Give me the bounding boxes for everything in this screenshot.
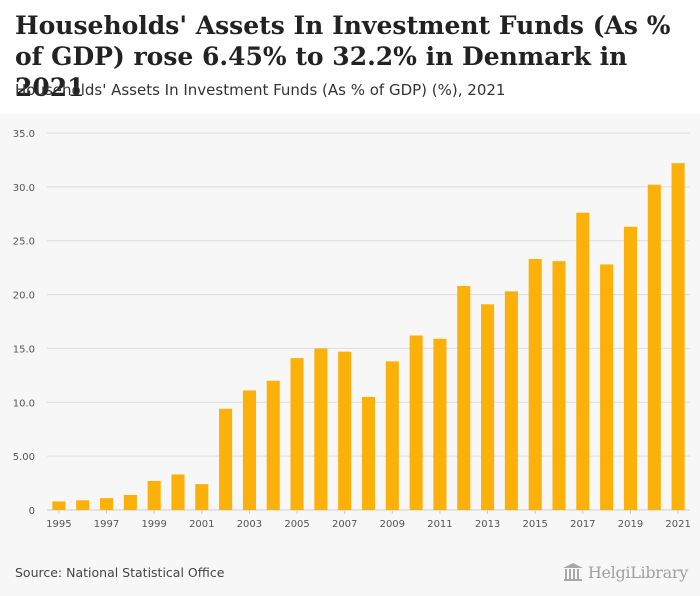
brand-name: HelgiLibrary — [587, 562, 688, 582]
x-tick-label: 2021 — [665, 519, 690, 530]
y-tick-label: 25.0 — [13, 237, 35, 248]
footer: Source: National Statistical Office Helg… — [0, 556, 700, 596]
bar-2018 — [600, 264, 614, 510]
header: Households' Assets In Investment Funds (… — [0, 0, 700, 114]
bar-2015 — [528, 259, 542, 510]
brand-logo[interactable]: HelgiLibrary — [562, 561, 688, 583]
y-tick-label: 5.00 — [13, 452, 35, 463]
x-tick-label: 2001 — [189, 519, 214, 530]
bar-2016 — [552, 261, 566, 510]
bar-2008 — [361, 396, 376, 510]
bar-2021 — [671, 163, 685, 510]
y-tick-label: 10.0 — [13, 398, 35, 409]
bar-2009 — [385, 361, 399, 510]
x-tick-label: 2003 — [237, 519, 262, 530]
bar-2004 — [266, 380, 280, 510]
bar-2007 — [338, 351, 352, 510]
bar-2002 — [219, 408, 233, 510]
y-tick-label: 30.0 — [13, 183, 35, 194]
bar-1997 — [99, 498, 114, 510]
bar-1996 — [76, 500, 90, 510]
library-building-icon — [562, 563, 583, 581]
bar-2001 — [195, 484, 209, 510]
y-tick-label: 35.0 — [13, 129, 35, 140]
x-tick-label: 2011 — [427, 519, 452, 530]
x-tick-label: 2005 — [284, 519, 309, 530]
x-tick-label: 1995 — [46, 519, 71, 530]
chart-subtitle: Households' Assets In Investment Funds (… — [15, 81, 506, 99]
x-tick-label: 2015 — [522, 519, 547, 530]
x-tick-label: 2013 — [475, 519, 500, 530]
x-tick-label: 2019 — [618, 519, 643, 530]
chart-area: 0 5.00 10.0 15.0 20.0 25.0 30.0 35.0 1995 1997 199… — [0, 114, 700, 556]
bar-2005 — [290, 358, 304, 510]
x-tick-label: 1997 — [94, 519, 119, 530]
bar-2017 — [576, 212, 590, 511]
y-tick-label: 20.0 — [13, 291, 35, 302]
bar-1998 — [123, 494, 137, 510]
y-tick-label: 0 — [29, 506, 35, 517]
bar-2011 — [433, 338, 447, 510]
bar-2019 — [623, 226, 638, 510]
bar-2003 — [242, 390, 256, 510]
x-tick-label: 2017 — [570, 519, 595, 530]
x-tick-label: 2009 — [380, 519, 405, 530]
bar-2006 — [314, 348, 328, 510]
y-tick-label: 15.0 — [13, 344, 35, 355]
page-title: Households' Assets In Investment Funds (… — [15, 11, 671, 102]
x-tick-label: 1999 — [141, 519, 166, 530]
bar-2010 — [409, 335, 423, 510]
bar-2014 — [504, 291, 518, 510]
bar-2012 — [457, 285, 471, 510]
bar-2013 — [481, 304, 495, 510]
bar-1995 — [52, 501, 66, 510]
bar-chart: 0 5.00 10.0 15.0 20.0 25.0 30.0 35.0 1995 1997 199… — [13, 129, 691, 530]
bar-2000 — [171, 474, 185, 510]
bar-2020 — [647, 184, 661, 510]
bar-1999 — [147, 480, 161, 510]
source-note: Source: National Statistical Office — [15, 565, 225, 580]
x-tick-label: 2007 — [332, 519, 357, 530]
